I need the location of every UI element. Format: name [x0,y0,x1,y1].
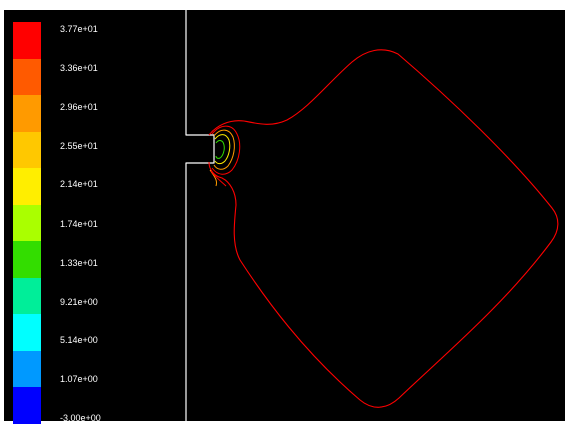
colorbar-swatch [13,131,41,169]
colorbar-swatch [13,241,41,279]
colorbar-swatch [13,277,41,315]
colorbar: 3.77e+01 3.36e+01 2.96e+01 2.55e+01 2.14e+01… [13,22,101,424]
domain-boundary-line [185,10,215,421]
contour-line-inner [214,134,231,165]
contour-line-core [215,140,225,159]
contour-line-inner [213,129,235,170]
contour-line-outer [208,49,559,408]
contour-viewport: 3.77e+01 3.36e+01 2.96e+01 2.55e+01 2.14e+01… [4,10,565,424]
colorbar-tick-label: 2.55e+01 [60,141,98,151]
colorbar-swatch [13,22,41,60]
colorbar-swatch [13,350,41,388]
colorbar-tick-label: 2.96e+01 [60,102,98,112]
colorbar-swatch [13,58,41,96]
colorbar-tick-label: 9.21e+00 [60,297,98,307]
colorbar-tick-label: 3.36e+01 [60,63,98,73]
colorbar-tick-label: 1.74e+01 [60,219,98,229]
contour-line-tail [210,170,227,187]
colorbar-swatch [13,314,41,352]
colorbar-tick-label: 3.77e+01 [60,24,98,34]
colorbar-tick-label: -3.00e+00 [60,413,101,423]
colorbar-swatch [13,95,41,133]
colorbar-tick-label: 1.33e+01 [60,258,98,268]
colorbar-tick-label: 1.07e+00 [60,374,98,384]
contour-plot [185,10,559,421]
colorbar-tick-label: 5.14e+00 [60,335,98,345]
contour-line-inner [211,125,241,175]
colorbar-swatch [13,168,41,206]
colorbar-tick-label: 2.14e+01 [60,179,98,189]
colorbar-swatch [13,204,41,242]
colorbar-swatch [13,387,41,424]
